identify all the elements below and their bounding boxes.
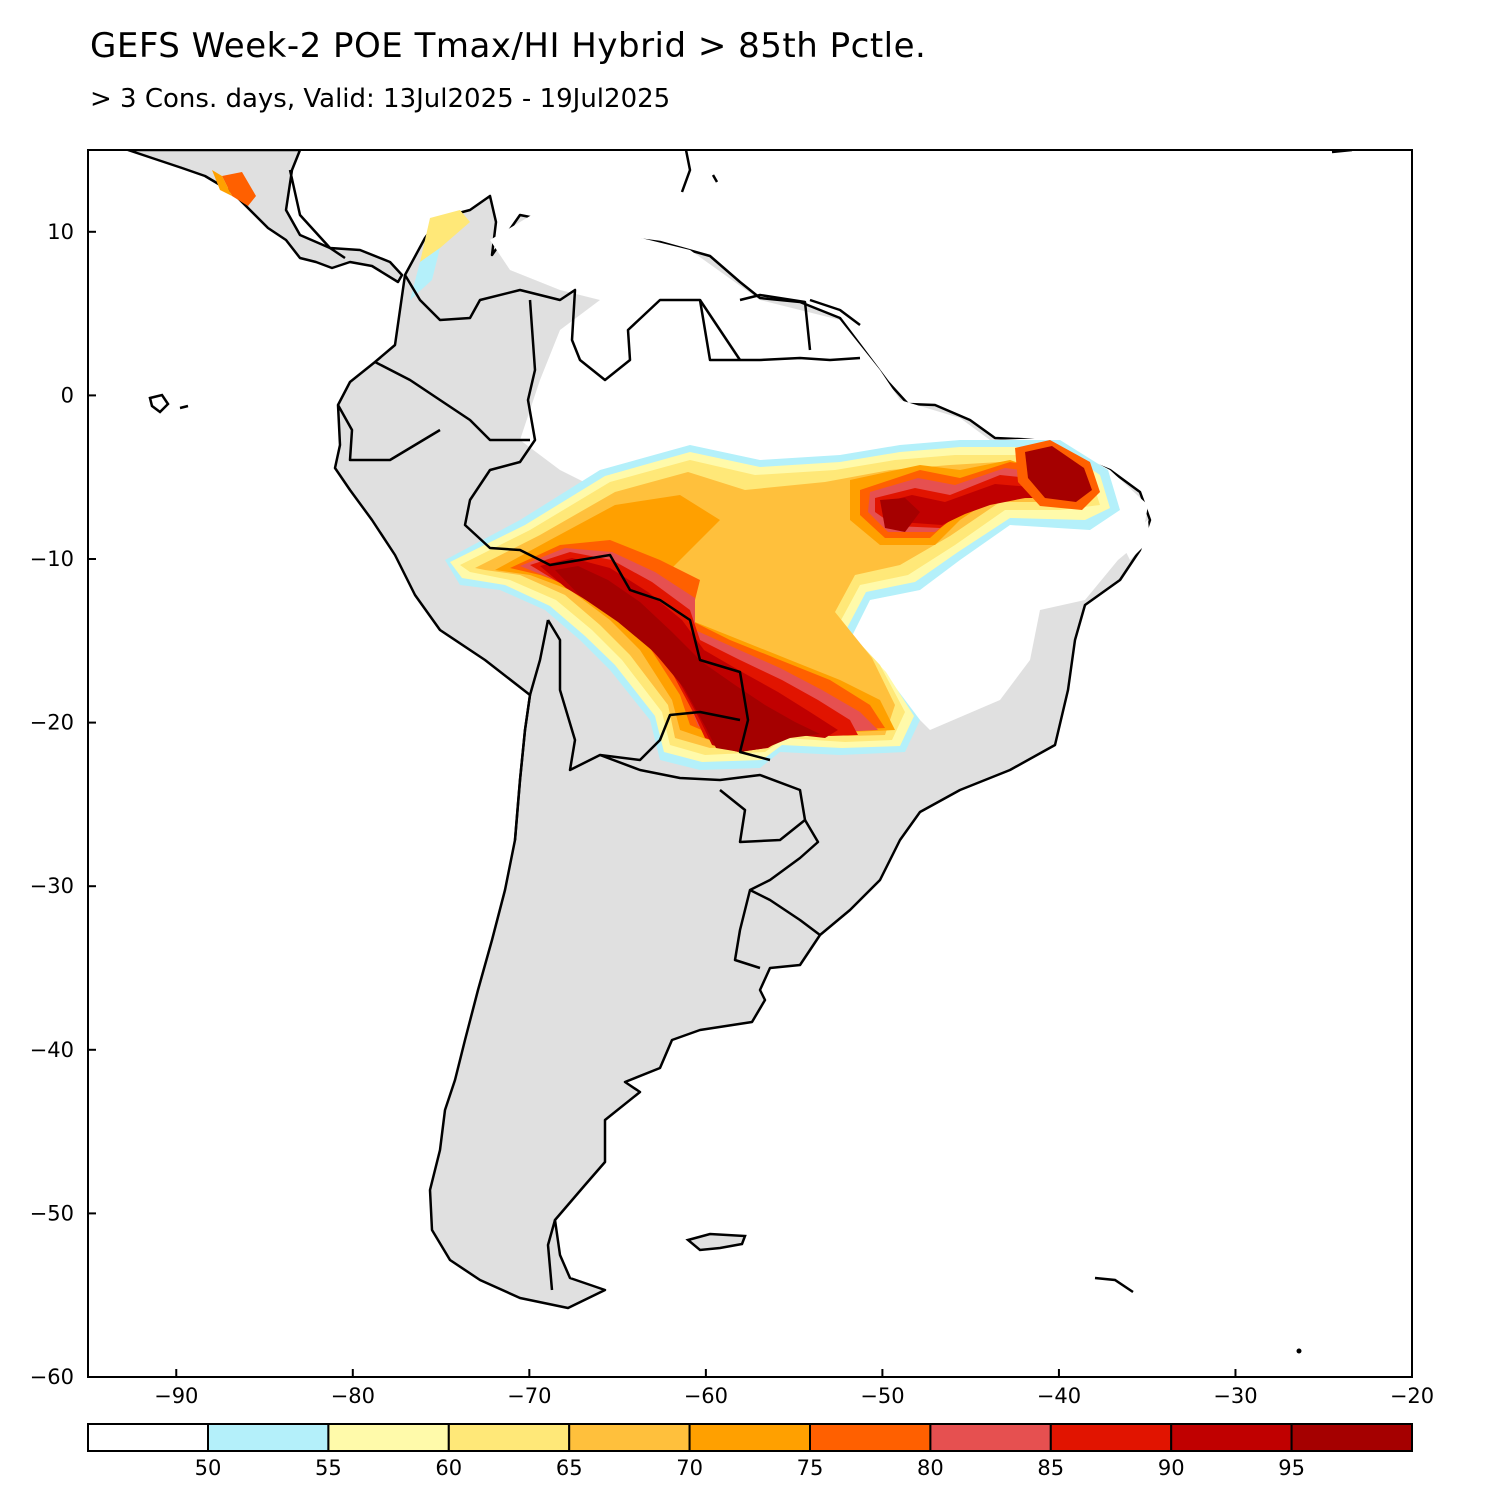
- probability-contours: [212, 170, 1120, 770]
- andes-band: [370, 260, 480, 430]
- colorbar-swatch: [568, 1423, 691, 1452]
- map-subtitle: > 3 Cons. days, Valid: 13Jul2025 - 19Jul…: [90, 84, 671, 114]
- y-tick-label: −20: [30, 711, 74, 735]
- colorbar-swatch: [1290, 1423, 1413, 1452]
- y-tick-label: 10: [47, 220, 74, 244]
- x-tick-label: −40: [1037, 1384, 1081, 1408]
- map-frame: [87, 149, 1413, 1378]
- colorbar-label: 65: [556, 1456, 583, 1480]
- colorbar: 50 55 60 65 70 75 80 85 90 95: [87, 1423, 1413, 1480]
- country-borders: [288, 169, 861, 1291]
- colorbar-label: 70: [676, 1456, 703, 1480]
- island-arc: [680, 150, 1353, 193]
- colorbar-label: 50: [195, 1456, 222, 1480]
- colorbar-swatch: [207, 1423, 330, 1452]
- y-tick-label: −50: [30, 1201, 74, 1225]
- x-tick-label: −20: [1390, 1384, 1434, 1408]
- colorbar-label: 80: [917, 1456, 944, 1480]
- colorbar-swatch: [327, 1423, 450, 1452]
- y-tick-label: −60: [30, 1365, 74, 1389]
- x-tick-label: −50: [860, 1384, 904, 1408]
- colorbar-swatch: [447, 1423, 571, 1452]
- y-tick-label: −40: [30, 1038, 74, 1062]
- colorbar-swatch: [809, 1423, 932, 1452]
- y-axis: 10 0 −10 −20 −30 −40 −50 −60: [30, 220, 96, 1389]
- x-tick-label: −30: [1213, 1384, 1257, 1408]
- galapagos-islands: [148, 393, 189, 414]
- colorbar-label: 95: [1278, 1456, 1305, 1480]
- colorbar-label: 55: [315, 1456, 342, 1480]
- colorbar-swatch: [1049, 1423, 1173, 1452]
- island-dot: [1296, 1348, 1302, 1354]
- colorbar-swatch: [87, 1423, 209, 1452]
- map-title: GEFS Week-2 POE Tmax/HI Hybrid > 85th Pc…: [90, 26, 927, 66]
- colorbar-label: 85: [1037, 1456, 1064, 1480]
- y-tick-label: −10: [30, 547, 74, 571]
- colorbar-swatch: [929, 1423, 1052, 1452]
- x-tick-label: −70: [507, 1384, 551, 1408]
- y-tick-label: −30: [30, 874, 74, 898]
- colorbar-label: 75: [797, 1456, 824, 1480]
- colorbar-label: 90: [1158, 1456, 1185, 1480]
- south-georgia-island: [1094, 1276, 1134, 1294]
- x-axis: −90 −80 −70 −60 −50 −40 −30 −20: [154, 1369, 1434, 1408]
- falkland-islands: [685, 1232, 747, 1252]
- colorbar-swatch: [688, 1423, 811, 1452]
- y-tick-label: 0: [61, 383, 74, 407]
- colorbar-swatch: [1170, 1423, 1293, 1452]
- x-tick-label: −80: [331, 1384, 375, 1408]
- colorbar-label: 60: [435, 1456, 462, 1480]
- central-america-land: [126, 150, 404, 284]
- x-tick-label: −90: [154, 1384, 198, 1408]
- x-tick-label: −60: [684, 1384, 728, 1408]
